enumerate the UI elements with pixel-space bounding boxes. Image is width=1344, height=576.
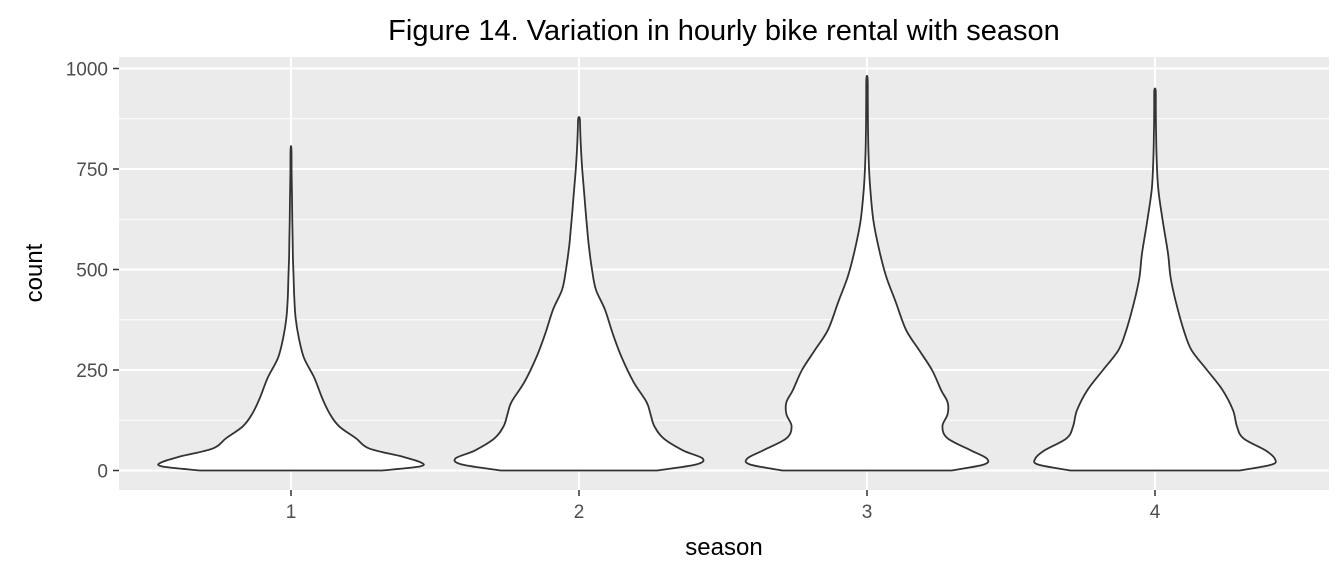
- x-tick-label: 1: [286, 502, 297, 523]
- violin-season-2: [453, 116, 705, 472]
- x-tick-label: 3: [862, 502, 873, 523]
- y-axis-title: count: [21, 243, 48, 302]
- y-tick-label: 0: [97, 462, 108, 483]
- y-tick-label: 250: [76, 361, 108, 382]
- violin-season-1: [157, 145, 425, 472]
- violin-season-4: [1033, 87, 1277, 472]
- x-tick-label: 2: [574, 502, 585, 523]
- y-tick-label: 1000: [66, 60, 108, 81]
- violin-season-3: [744, 74, 990, 472]
- axes: 0 250 500 750 1000 1 2 3 4: [66, 60, 1161, 524]
- violins: [157, 74, 1277, 472]
- chart-title: Figure 14. Variation in hourly bike rent…: [388, 15, 1060, 47]
- y-tick-label: 750: [76, 160, 108, 181]
- y-tick-label: 500: [76, 261, 108, 282]
- x-axis-title: season: [685, 534, 762, 561]
- x-tick-label: 4: [1150, 502, 1161, 523]
